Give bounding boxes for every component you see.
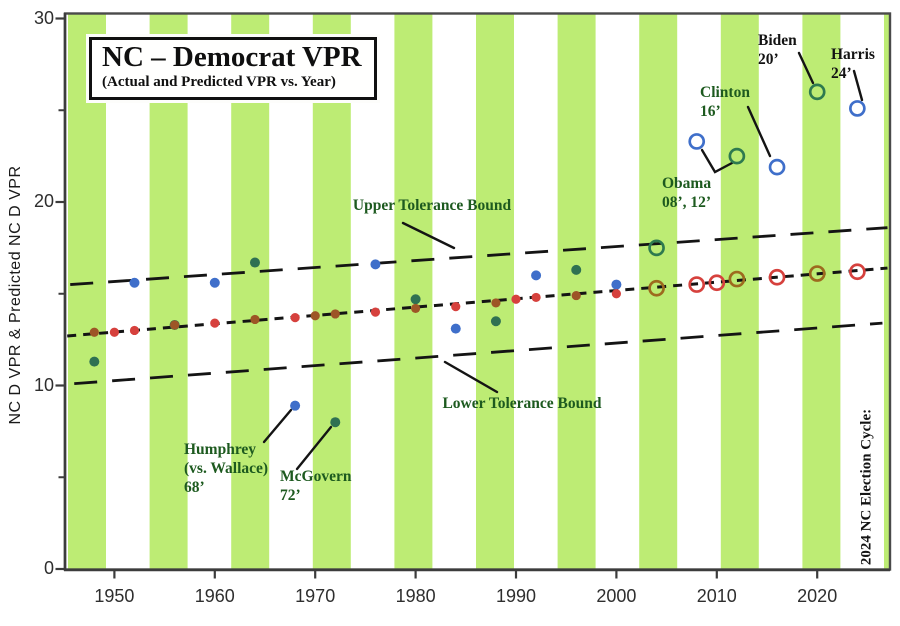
leader-line-harris [852, 69, 864, 102]
chart-title: NC – Democrat VPR [102, 41, 362, 73]
data-point-open [648, 239, 665, 257]
highlight-stripe [639, 14, 678, 569]
highlight-stripe [394, 14, 433, 569]
y-tick-label: 0 [43, 558, 54, 578]
data-point-open [708, 274, 726, 292]
upper-tolerance-label: Upper Tolerance Bound [352, 197, 512, 214]
data-point [370, 307, 381, 317]
highlight-stripe [68, 14, 106, 569]
data-point [531, 292, 541, 303]
data-point [410, 294, 421, 305]
chart-title-box: NC – Democrat VPR (Actual and Predicted … [86, 34, 380, 103]
annotation-biden: Biden 20’ [758, 32, 797, 68]
x-tick-label: 1950 [94, 586, 135, 606]
highlight-stripe [476, 14, 514, 569]
data-point [490, 316, 501, 327]
data-point [451, 301, 461, 312]
data-point [209, 277, 220, 288]
data-point [129, 277, 140, 288]
x-tick-label: 1970 [295, 586, 336, 606]
data-point-open [849, 263, 866, 281]
election-cycle-note: 2024 NC Election Cycle: [858, 408, 875, 566]
data-point [250, 314, 260, 325]
data-point [170, 320, 180, 330]
data-point-open [808, 265, 826, 282]
leader-line-lower-bound [443, 360, 499, 394]
y-tick-label: 10 [33, 374, 54, 395]
data-point [611, 279, 622, 290]
data-point [129, 325, 140, 336]
data-point [330, 309, 340, 319]
annotation-harris: Harris 24’ [831, 46, 875, 82]
data-point-open [808, 83, 826, 101]
highlight-stripe [802, 14, 841, 569]
data-point [89, 356, 100, 367]
x-tick-label: 1960 [194, 586, 235, 606]
chart-subtitle: (Actual and Predicted VPR vs. Year) [102, 74, 336, 90]
data-point-open [768, 268, 786, 286]
data-point [370, 259, 381, 270]
upper-tolerance-line [70, 226, 888, 286]
leader-line-upper-bound [401, 221, 456, 250]
data-point [290, 400, 301, 411]
x-tick-label: 2020 [797, 586, 838, 606]
data-point [411, 303, 421, 314]
lower-tolerance-line [74, 321, 883, 386]
data-point [109, 327, 119, 337]
data-point-open [728, 270, 746, 288]
highlight-stripe [149, 14, 188, 569]
data-point [89, 327, 99, 337]
data-point [330, 417, 341, 428]
x-tick-label: 2010 [696, 586, 737, 606]
data-point-open [688, 276, 706, 293]
annotation-obama: Obama 08’, 12’ [662, 175, 712, 211]
data-point [571, 290, 581, 301]
data-point [249, 257, 260, 268]
data-point-open [688, 133, 706, 150]
y-tick-label: 20 [33, 191, 54, 211]
data-point [611, 289, 622, 299]
data-point [450, 323, 461, 334]
highlight-stripe [312, 14, 351, 569]
highlight-stripe [884, 14, 890, 569]
data-point [210, 318, 220, 328]
x-tick-label: 2000 [596, 586, 637, 606]
annotation-clinton: Clinton 16’ [700, 84, 750, 120]
annotation-mcgovern: McGovern 72’ [280, 468, 352, 504]
highlight-stripe [720, 14, 759, 569]
chart-title-frame: NC – Democrat VPR (Actual and Predicted … [89, 37, 377, 100]
highlight-stripe [231, 14, 270, 569]
data-point [310, 311, 320, 321]
x-tick-label: 1990 [495, 586, 537, 606]
x-tick-label: 1980 [395, 586, 436, 606]
leader-line-clinton [746, 105, 772, 158]
leader-line-humphrey [262, 408, 293, 444]
lower-tolerance-label: Lower Tolerance Bound [442, 395, 602, 412]
leader-line-biden [797, 51, 815, 85]
data-point [290, 313, 300, 323]
data-point [511, 294, 521, 304]
annotation-humphrey: Humphrey (vs. Wallace) 68’ [184, 441, 269, 496]
leader-line-mcgovern [295, 425, 333, 471]
data-point-open [768, 158, 786, 176]
data-point [531, 270, 542, 281]
data-point-open [728, 147, 746, 165]
y-tick-label: 30 [33, 7, 54, 28]
data-point-open [648, 279, 665, 297]
leader-line-obama [700, 148, 734, 174]
data-point [571, 264, 582, 275]
data-point-open [849, 100, 866, 117]
data-point [491, 298, 501, 308]
